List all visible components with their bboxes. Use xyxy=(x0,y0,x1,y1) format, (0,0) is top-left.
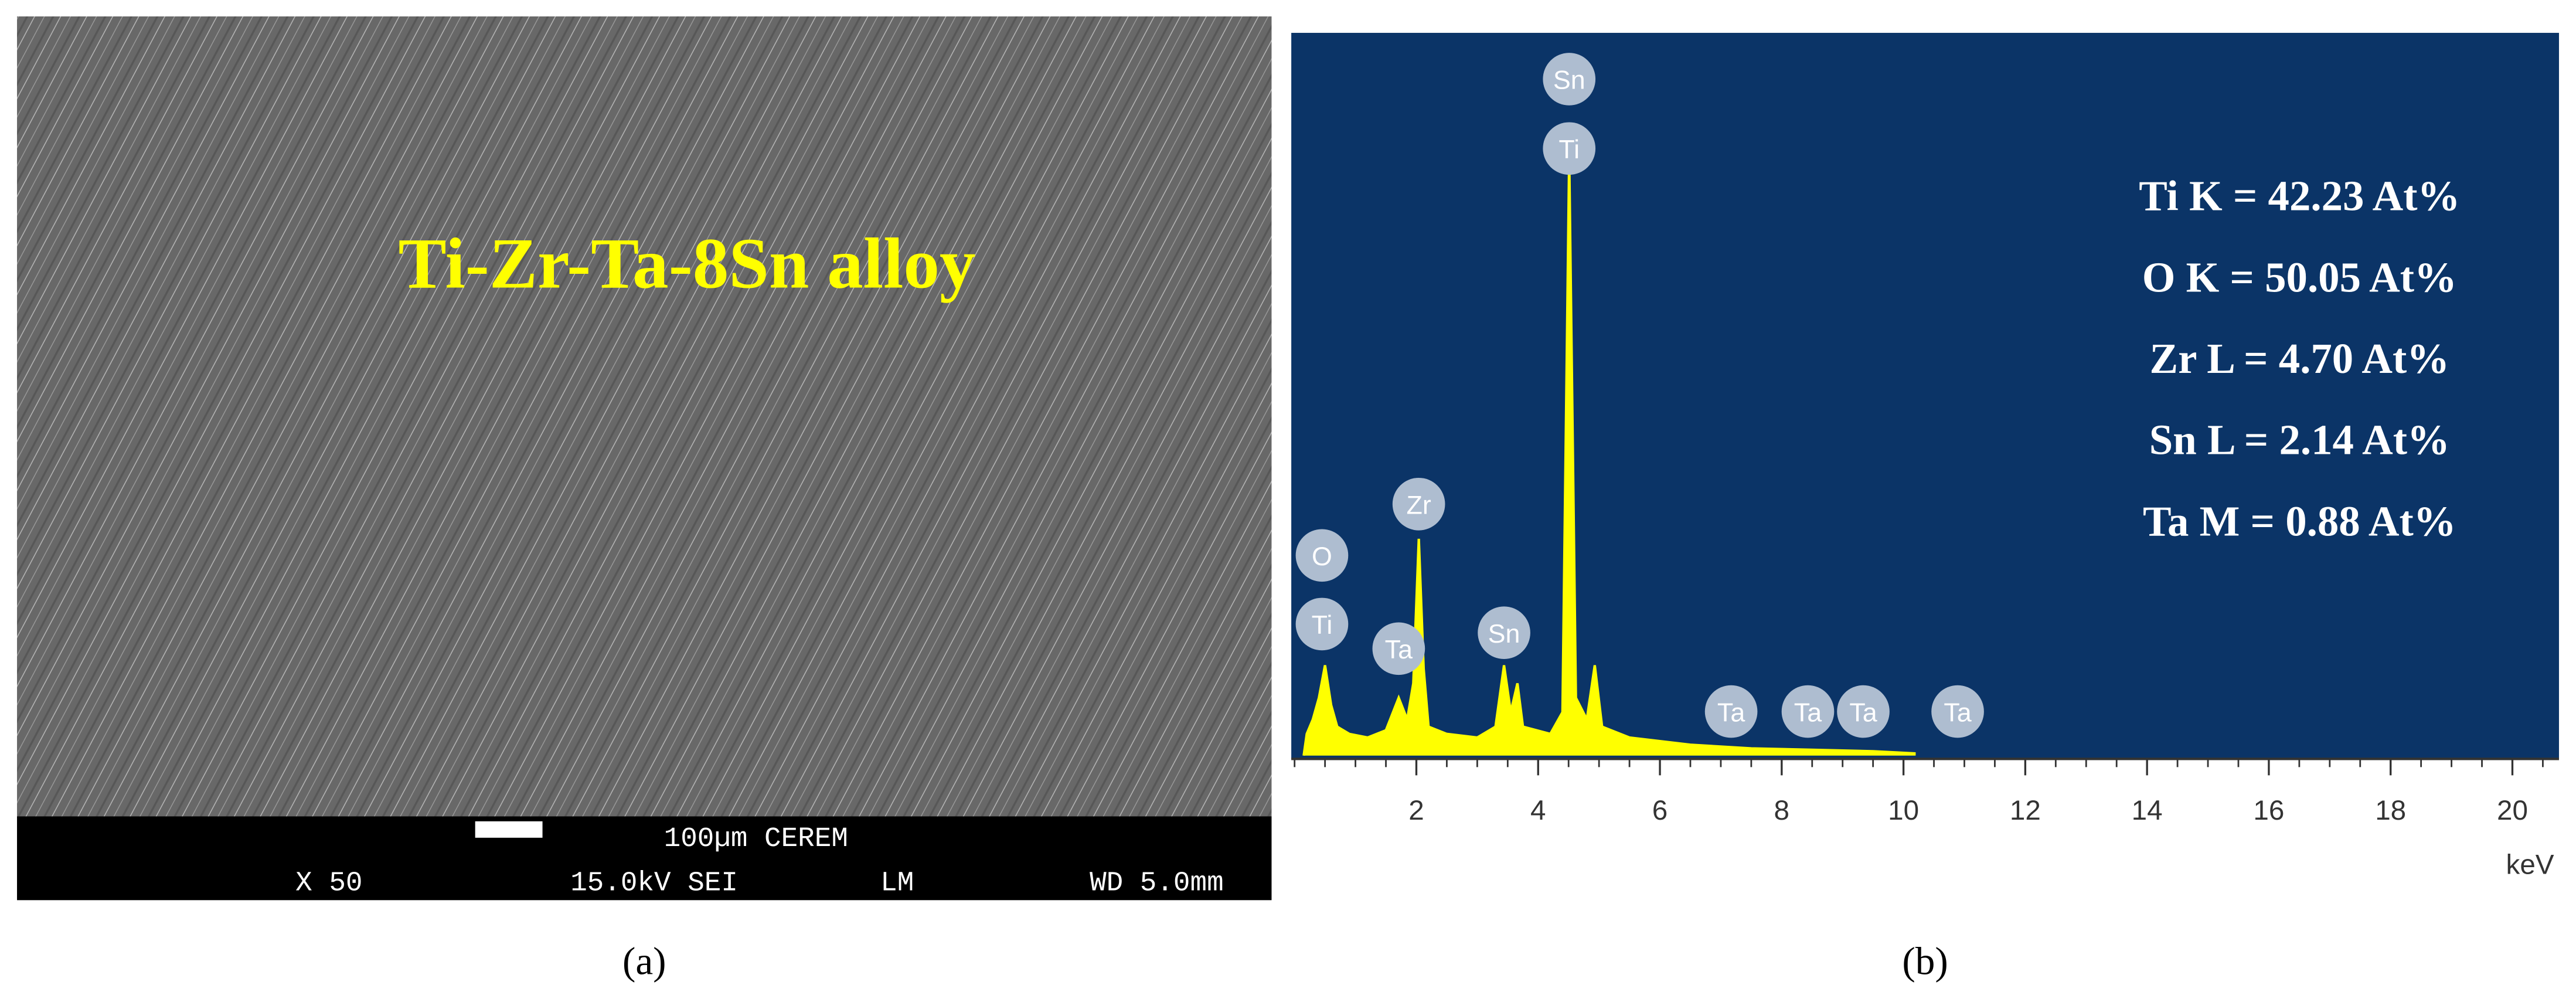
peak-marker xyxy=(1392,477,1445,531)
caption-b: (b) xyxy=(1902,939,1948,983)
mode: LM xyxy=(880,867,914,899)
beam: 15.0kV SEI xyxy=(570,867,738,899)
spectrum xyxy=(1302,155,1916,756)
peak-marker xyxy=(1704,685,1758,738)
peak-label: O xyxy=(1312,542,1332,571)
peak-marker xyxy=(1837,685,1890,738)
x-tick-label: 14 xyxy=(2132,795,2163,826)
x-tick-label: 18 xyxy=(2375,795,2406,826)
peak-label: Ta xyxy=(1849,698,1877,727)
scale-label: 100µm CEREM xyxy=(664,823,848,855)
peak-label: Ta xyxy=(1717,698,1745,727)
x-axis-label: keV xyxy=(2506,849,2554,880)
magnification: X 50 xyxy=(295,867,362,899)
composition: O K = 50.05 At% xyxy=(2142,253,2457,301)
peak-marker xyxy=(1295,529,1349,582)
x-tick-label: 6 xyxy=(1652,795,1668,826)
x-tick-label: 4 xyxy=(1530,795,1546,826)
peak-marker xyxy=(1543,122,1596,175)
peak-marker xyxy=(1478,606,1530,660)
x-tick-label: 2 xyxy=(1408,795,1424,826)
scale-bar xyxy=(475,821,543,838)
peak-label: Sn xyxy=(1553,66,1585,95)
caption-a: (a) xyxy=(622,939,666,983)
peak-label: Ti xyxy=(1312,610,1333,640)
panel-a: Ti-Zr-Ta-8Sn alloy 100µm CEREM X 50 15.0… xyxy=(17,16,1272,983)
composition: Ta M = 0.88 At% xyxy=(2143,497,2456,545)
peak-marker xyxy=(1781,685,1835,738)
x-tick-label: 16 xyxy=(2253,795,2284,826)
info-bar xyxy=(17,816,1272,901)
panel-b: keV (b) 2 4 6 8 10 12 14 16 18 20 O Ti Ta Zr Sn Sn Ti Ta T… xyxy=(1291,33,2559,983)
peak-label: Ta xyxy=(1794,698,1822,727)
peak-label: Ta xyxy=(1385,635,1413,664)
x-tick-label: 12 xyxy=(2010,795,2041,826)
peak-marker xyxy=(1931,685,1984,738)
peak-label: Ti xyxy=(1558,135,1580,164)
composition: Sn L = 2.14 At% xyxy=(2149,416,2450,464)
x-tick-label: 10 xyxy=(1888,795,1919,826)
peak-marker xyxy=(1295,597,1349,651)
overlay-title: Ti-Zr-Ta-8Sn alloy xyxy=(398,223,975,303)
composition: Ti K = 42.23 At% xyxy=(2139,172,2460,220)
peak-marker xyxy=(1372,622,1425,675)
working-distance: WD 5.0mm xyxy=(1090,867,1224,899)
peak-label: Sn xyxy=(1488,619,1520,648)
x-tick-label: 20 xyxy=(2497,795,2528,826)
peak-label: Zr xyxy=(1406,491,1431,520)
peak-label: Ta xyxy=(1944,698,1971,727)
composition: Zr L = 4.70 At% xyxy=(2150,335,2450,382)
peak-marker xyxy=(1543,53,1596,106)
x-tick-label: 8 xyxy=(1774,795,1789,826)
sem-image xyxy=(17,16,1272,818)
plot-background xyxy=(1291,33,2559,759)
